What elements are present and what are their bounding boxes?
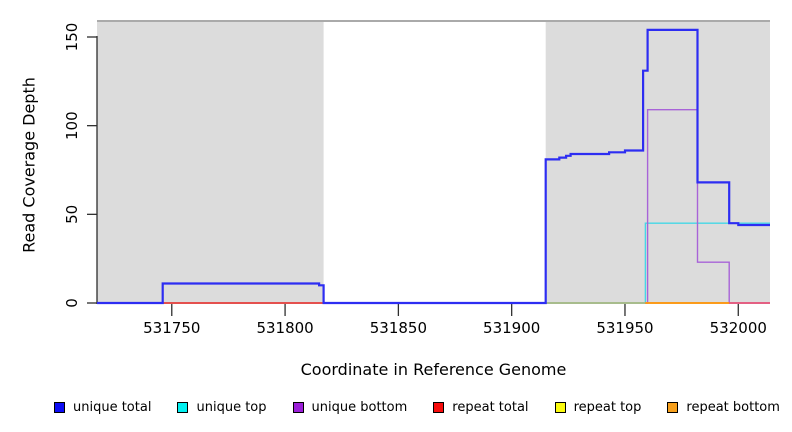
legend-label-repeat-bottom: repeat bottom (686, 399, 780, 415)
legend-label-unique-bottom: unique bottom (311, 399, 408, 415)
x-tick-label: 531900 (483, 319, 540, 337)
legend-item-unique-total: unique total (54, 400, 151, 415)
legend-item-repeat-bottom: repeat bottom (667, 400, 780, 415)
legend-item-repeat-total: repeat total (433, 399, 529, 415)
shaded-region-1 (97, 22, 324, 303)
legend-swatch-unique-bottom (292, 401, 304, 413)
legend-swatch-repeat-total (433, 401, 445, 413)
x-tick-label: 531750 (143, 319, 200, 337)
shaded-region-2 (545, 22, 770, 303)
series-unique-bottom (97, 109, 770, 304)
legend-swatch-unique-top (177, 401, 189, 413)
legend-item-unique-bottom: unique bottom (292, 399, 408, 415)
series-unique-total (97, 28, 770, 305)
legend: unique total unique top unique bottom repea… (54, 398, 780, 416)
legend-label-unique-total: unique total (73, 399, 152, 415)
y-tick-label: 100 (63, 111, 81, 140)
x-axis-title: Coordinate in Reference Genome (300, 360, 567, 379)
legend-label-repeat-top: repeat top (573, 399, 642, 415)
legend-label-unique-top: unique top (196, 399, 267, 415)
x-tick-label: 531800 (256, 319, 313, 337)
y-axis-title: Read Coverage Depth (19, 77, 39, 253)
x-tick-label: 531950 (596, 319, 653, 337)
y-tick-label: 0 (63, 298, 81, 308)
legend-item-repeat-top: repeat top (554, 399, 642, 415)
legend-item-unique-top: unique top (177, 399, 267, 415)
x-tick-label: 532000 (710, 319, 767, 337)
y-tick-label: 50 (63, 205, 81, 224)
legend-swatch-repeat-top (554, 401, 566, 413)
legend-swatch-repeat-bottom (667, 401, 679, 413)
legend-swatch-unique-total (54, 401, 65, 413)
legend-label-repeat-total: repeat total (452, 399, 529, 415)
y-tick-label: 150 (63, 23, 81, 52)
x-tick-label: 531850 (370, 319, 427, 337)
